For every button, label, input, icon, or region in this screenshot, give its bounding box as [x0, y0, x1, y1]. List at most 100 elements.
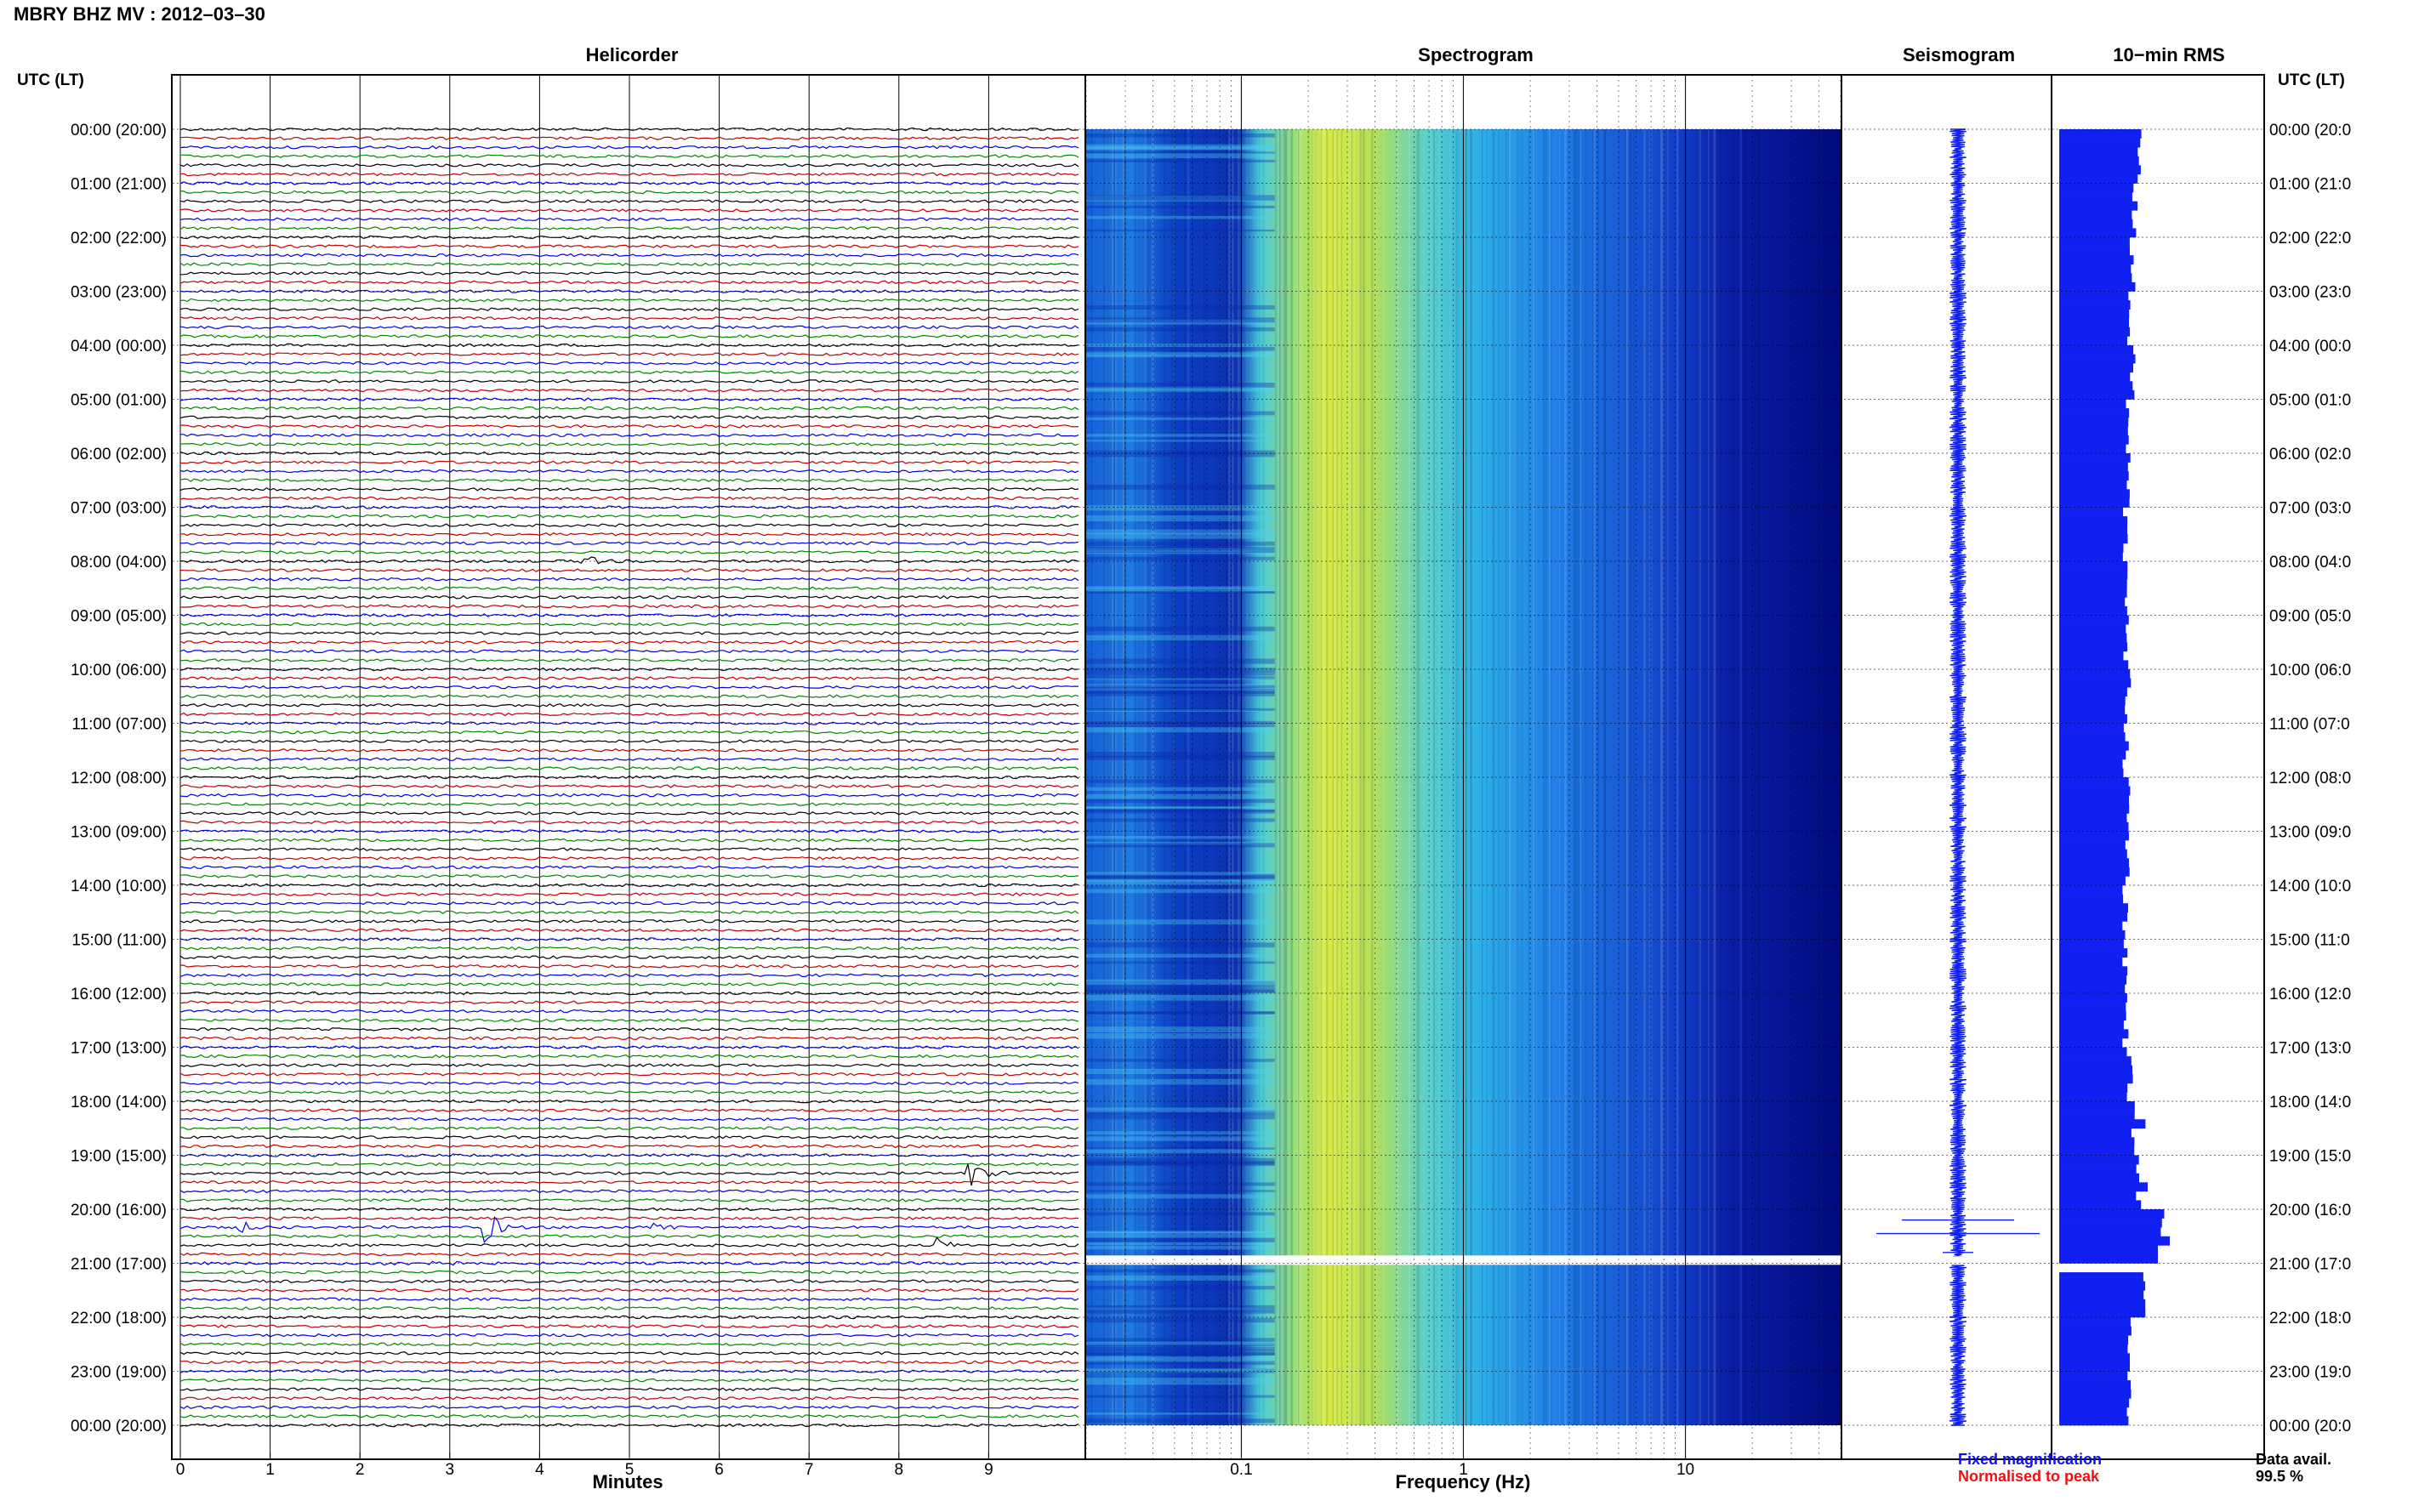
helicorder-trace: [179, 190, 1079, 195]
rms-bar: [2059, 237, 2130, 247]
helicorder-trace: [179, 514, 1079, 519]
spectrogram-band: [1086, 515, 1275, 521]
spectrogram-band: [1086, 874, 1275, 878]
rms-bar: [2059, 1011, 2126, 1021]
spectrogram-band: [1086, 389, 1275, 392]
spectrogram-stripe: [1498, 129, 1500, 1425]
helicorder-trace: [179, 855, 1079, 861]
spectrogram-band: [1086, 805, 1275, 809]
spectrogram-stripe: [1259, 129, 1261, 1425]
spectrogram-band: [1086, 352, 1275, 356]
spectrogram-band: [1086, 386, 1275, 390]
spectrogram-stripe: [1528, 129, 1530, 1425]
helicorder-trace: [179, 487, 1079, 492]
spectrogram-band: [1086, 453, 1275, 458]
helicorder-trace: [179, 963, 1079, 969]
time-label-left: 11:00 (07:00): [71, 716, 167, 734]
rms-bar: [2059, 1065, 2132, 1075]
spectrogram-band: [1086, 878, 1275, 881]
spectrogram-band: [1086, 151, 1275, 154]
spectrogram-stripe: [1650, 129, 1653, 1425]
rms-bar: [2059, 750, 2126, 760]
minute-tick-label: 8: [895, 1461, 904, 1479]
spectrogram-band: [1086, 327, 1275, 332]
main-frame: [171, 74, 2265, 1460]
time-label-right: 08:00 (04:0: [2269, 554, 2351, 571]
spectrogram-band: [1086, 727, 1275, 733]
spectrogram-panel: [1085, 75, 1841, 1459]
spectrogram-stripe: [1174, 129, 1176, 1425]
frequency-axis-label: Frequency (Hz): [1396, 1471, 1531, 1492]
spectrogram-stripe: [1592, 129, 1594, 1425]
time-label-right: 03:00 (23:0: [2269, 284, 2351, 302]
spectrogram-stripe: [1113, 129, 1116, 1425]
spectrogram-stripe: [1543, 129, 1545, 1425]
rms-bar: [2059, 543, 2124, 553]
spectrogram-band: [1086, 1368, 1275, 1373]
spectrogram-band: [1086, 1161, 1275, 1165]
time-label-left: 12:00 (08:00): [71, 770, 167, 787]
helicorder-trace: [179, 847, 1079, 851]
spectrogram-stripe: [1392, 129, 1394, 1425]
helicorder-trace: [179, 1414, 1079, 1418]
spectrogram-stripe: [1514, 129, 1516, 1425]
spectrogram-stripe: [1215, 129, 1217, 1425]
spectrogram-stripe: [1662, 129, 1664, 1425]
rms-title: 10−min RMS: [2113, 44, 2224, 65]
helicorder-trace: [179, 163, 1079, 168]
time-label-right: 00:00 (20:0: [2269, 1418, 2351, 1435]
helicorder-trace: [179, 1315, 1079, 1320]
rms-bar: [2059, 615, 2129, 625]
helicorder-trace: [179, 556, 1079, 565]
spectrogram-band: [1086, 841, 1275, 845]
rms-bar: [2059, 651, 2124, 661]
spectrogram-stripe: [1416, 129, 1418, 1425]
helicorder-trace: [179, 1297, 1079, 1302]
spectrogram-stripe: [1417, 129, 1420, 1425]
rms-bar: [2059, 1164, 2137, 1174]
rms-panel: [2059, 129, 2170, 1426]
spectrogram-band: [1086, 305, 1275, 310]
spectrogram-band: [1086, 1275, 1275, 1281]
helicorder-trace: [179, 1378, 1079, 1383]
spectrogram-band: [1086, 529, 1275, 535]
spectrogram-stripe: [1732, 129, 1735, 1425]
rms-bar: [2059, 246, 2130, 256]
rms-bar: [2059, 939, 2124, 949]
spectrogram-stripe: [1757, 129, 1760, 1425]
rms-bar: [2059, 624, 2126, 634]
rms-bar: [2059, 1380, 2131, 1390]
rms-bar: [2059, 1236, 2170, 1246]
spectrogram-band: [1086, 1157, 1275, 1163]
rms-bar: [2059, 372, 2131, 382]
rms-bar: [2059, 669, 2131, 679]
rms-bar: [2059, 228, 2137, 238]
spectrogram-stripe: [1438, 129, 1440, 1425]
rms-bar: [2059, 516, 2128, 526]
spectrogram-band: [1086, 942, 1275, 948]
rms-bar: [2059, 1092, 2127, 1102]
time-labels-right: 00:00 (20:0 01:00 (21:0 02:00 (22:0 03:00 (…: [2269, 122, 2351, 1435]
rms-bar: [2059, 525, 2127, 535]
rms-bar: [2059, 129, 2142, 139]
helicorder-trace: [179, 829, 1079, 833]
rms-bar: [2059, 1335, 2129, 1345]
helicorder-trace: [179, 415, 1079, 419]
spectrogram-band: [1086, 709, 1275, 712]
time-label-right: 02:00 (22:0: [2269, 230, 2351, 247]
helicorder-trace: [179, 1387, 1079, 1391]
spectrogram-stripe: [1335, 129, 1339, 1425]
rms-bar: [2059, 1101, 2135, 1111]
spectrogram-stripe: [1106, 129, 1109, 1425]
helicorder-trace: [179, 388, 1079, 393]
helicorder-trace: [179, 694, 1079, 698]
helicorder-trace: [179, 1287, 1079, 1293]
spectrogram-stripe: [1578, 129, 1579, 1425]
spectrogram-band: [1086, 548, 1275, 553]
rms-bar: [2059, 975, 2127, 985]
spectrogram-stripe: [1626, 129, 1628, 1425]
spectrogram-band: [1086, 1305, 1275, 1311]
rms-bar: [2059, 921, 2123, 931]
rms-bar: [2059, 966, 2128, 976]
spectrogram-band: [1086, 1147, 1275, 1150]
